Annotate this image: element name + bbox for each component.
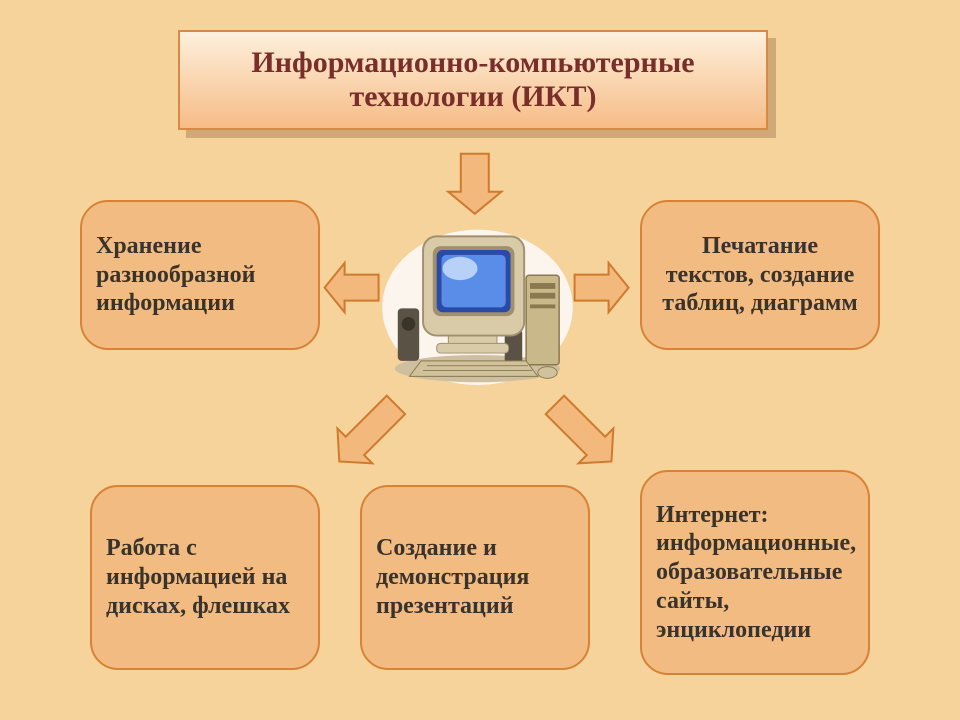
computer-icon [380,215,575,390]
diagram-stage: Информационно-компьютерные технологии (И… [0,0,960,720]
node-storage-label: Хранение разнообразной информации [96,232,304,318]
node-printing-label: Печатание текстов, создание таблиц, диаг… [656,232,864,318]
node-present-label: Создание и демонстрация презентаций [376,534,574,620]
node-internet: Интернет: информационные, образовательны… [640,470,870,675]
node-printing: Печатание текстов, создание таблиц, диаг… [640,200,880,350]
node-internet-label: Интернет: информационные, образовательны… [656,501,856,645]
node-storage: Хранение разнообразной информации [80,200,320,350]
node-disks-label: Работа с информацией на дисках, флешках [106,534,304,620]
